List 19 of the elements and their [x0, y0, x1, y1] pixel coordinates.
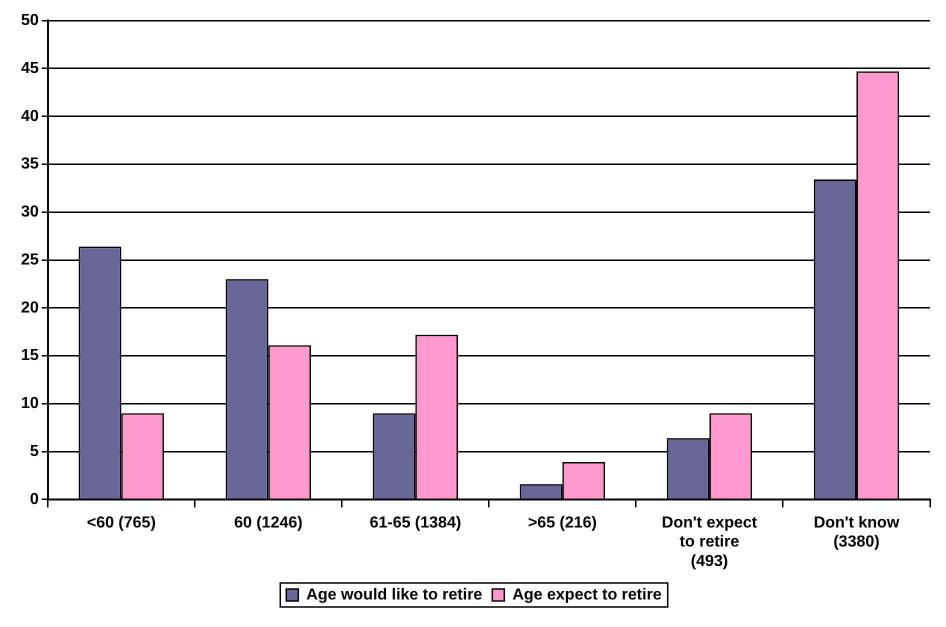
y-tick-label: 5 [30, 442, 39, 460]
y-tick-label: 45 [21, 60, 39, 77]
y-tick-label: 25 [21, 251, 39, 268]
x-tick-label: 61-65 (1384) [370, 514, 462, 532]
x-tick-label: 60 (1246) [234, 514, 303, 532]
x-tick-label: Don't know (3380) [814, 514, 900, 551]
y-tick-label: 15 [21, 347, 39, 364]
legend-label: Age would like to retire [306, 586, 482, 604]
y-tick-label: 40 [21, 108, 39, 125]
x-tick-label: <60 (765) [86, 514, 156, 532]
y-tick-label: 20 [21, 299, 39, 316]
x-tick-label: Don't expect to retire (493) [662, 514, 758, 570]
x-tick-label: >65 (216) [528, 514, 597, 532]
y-tick-label: 0 [30, 490, 39, 508]
y-tick-label: 30 [21, 204, 39, 221]
y-tick-label: 10 [21, 395, 39, 412]
y-tick-label: 50 [21, 12, 39, 30]
y-tick-label: 35 [21, 156, 39, 173]
legend-label: Age expect to retire [512, 586, 662, 604]
